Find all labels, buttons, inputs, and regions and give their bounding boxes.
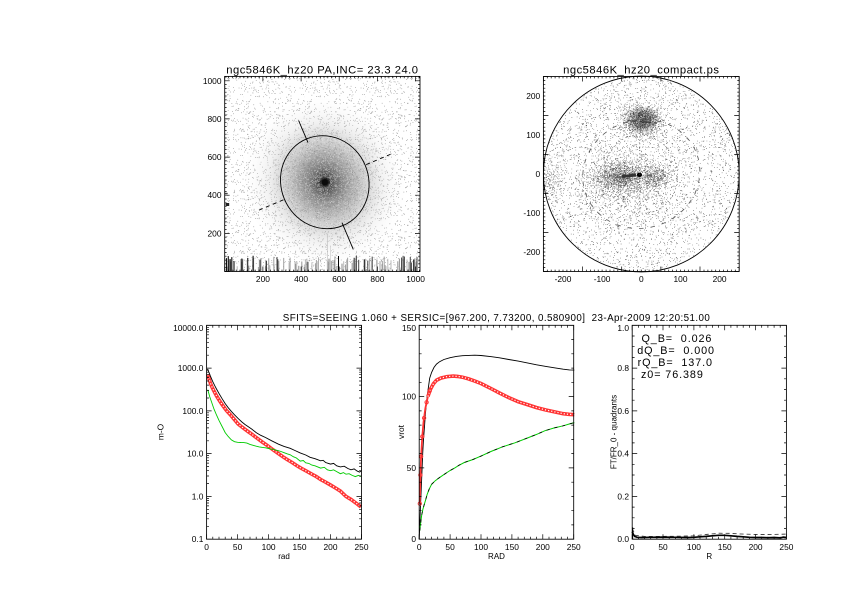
svg-text:1000.0: 1000.0	[178, 363, 204, 373]
svg-text:100.0: 100.0	[182, 406, 203, 416]
svg-text:vrot: vrot	[396, 424, 406, 439]
svg-text:0: 0	[417, 542, 422, 552]
svg-text:FT/FR_0 - quadrants: FT/FR_0 - quadrants	[610, 395, 619, 469]
svg-text:0: 0	[639, 274, 644, 284]
svg-text:250: 250	[779, 542, 793, 552]
svg-text:50: 50	[407, 463, 417, 473]
svg-text:ngc5846K_hz20 PA,INC= 23.3 24.: ngc5846K_hz20 PA,INC= 23.3 24.0	[226, 64, 418, 76]
svg-text:10000.0: 10000.0	[173, 323, 204, 333]
svg-text:600: 600	[208, 152, 222, 162]
svg-text:400: 400	[294, 274, 308, 284]
svg-text:-200: -200	[523, 247, 540, 257]
svg-text:200: 200	[324, 542, 338, 552]
svg-text:0.1: 0.1	[192, 534, 204, 544]
svg-text:ngc5846K_hz20_compact.ps: ngc5846K_hz20_compact.ps	[563, 64, 719, 76]
svg-text:250: 250	[567, 542, 581, 552]
svg-text:50: 50	[233, 542, 243, 552]
svg-text:-100: -100	[594, 274, 611, 284]
svg-text:800: 800	[370, 274, 384, 284]
svg-text:100: 100	[674, 274, 688, 284]
svg-text:400: 400	[208, 190, 222, 200]
svg-text:200: 200	[256, 274, 270, 284]
svg-text:1.0: 1.0	[192, 491, 204, 501]
svg-text:R: R	[706, 552, 712, 561]
svg-text:1000: 1000	[406, 274, 425, 284]
svg-text:1000: 1000	[203, 76, 222, 86]
svg-text:z0= 76.389: z0= 76.389	[641, 369, 704, 381]
svg-text:10.0: 10.0	[187, 449, 204, 459]
svg-text:150: 150	[402, 323, 416, 333]
svg-text:rad: rad	[278, 552, 290, 561]
svg-text:200: 200	[536, 542, 550, 552]
svg-text:0.4: 0.4	[617, 449, 629, 459]
svg-text:Q_B= 0.026: Q_B= 0.026	[642, 333, 713, 345]
svg-text:150: 150	[505, 542, 519, 552]
svg-text:0.6: 0.6	[617, 406, 629, 416]
svg-text:rQ_B= 137.0: rQ_B= 137.0	[638, 357, 713, 369]
svg-text:0: 0	[204, 542, 209, 552]
svg-text:0.8: 0.8	[617, 363, 629, 373]
svg-text:200: 200	[526, 91, 540, 101]
svg-text:100: 100	[526, 130, 540, 140]
svg-text:1.0: 1.0	[617, 323, 629, 333]
svg-text:50: 50	[445, 542, 455, 552]
svg-text:-100: -100	[523, 208, 540, 218]
svg-text:100: 100	[687, 542, 701, 552]
svg-text:0: 0	[630, 542, 635, 552]
svg-text:800: 800	[208, 114, 222, 124]
svg-text:0.2: 0.2	[617, 491, 629, 501]
svg-text:RAD: RAD	[488, 552, 505, 561]
svg-text:250: 250	[355, 542, 369, 552]
svg-text:100: 100	[402, 392, 416, 402]
svg-text:0: 0	[536, 169, 541, 179]
svg-text:0.0: 0.0	[617, 534, 629, 544]
svg-text:200: 200	[713, 274, 727, 284]
svg-text:-200: -200	[555, 274, 572, 284]
svg-text:100: 100	[262, 542, 276, 552]
svg-text:m-O: m-O	[156, 423, 166, 440]
svg-text:200: 200	[749, 542, 763, 552]
svg-text:SFITS=SEEING 1.060 + SERSIC=[9: SFITS=SEEING 1.060 + SERSIC=[967.200, 7.…	[283, 313, 711, 324]
svg-text:150: 150	[293, 542, 307, 552]
svg-text:600: 600	[332, 274, 346, 284]
svg-text:dQ_B= 0.000: dQ_B= 0.000	[637, 345, 715, 357]
svg-text:150: 150	[718, 542, 732, 552]
svg-text:0: 0	[411, 534, 416, 544]
svg-text:200: 200	[208, 228, 222, 238]
svg-text:50: 50	[658, 542, 668, 552]
svg-text:100: 100	[474, 542, 488, 552]
